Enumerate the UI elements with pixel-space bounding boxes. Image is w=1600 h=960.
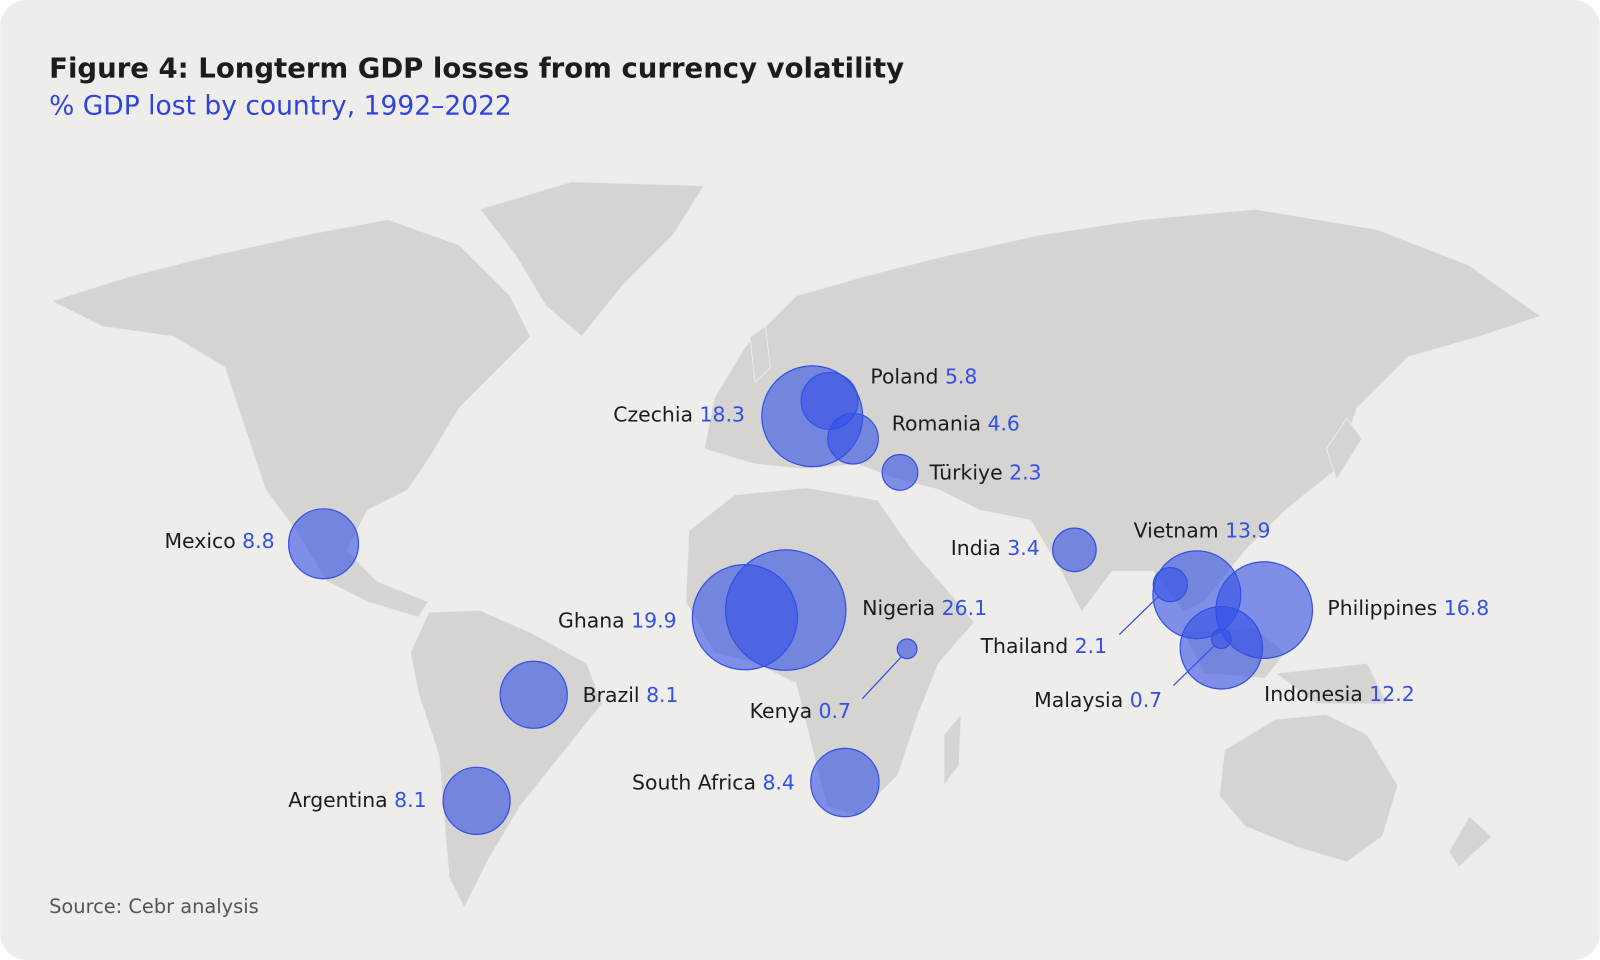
country-name: Kenya — [750, 699, 812, 723]
bubbles — [288, 365, 1314, 835]
country-value: 0.7 — [819, 699, 851, 723]
country-value: 8.4 — [762, 771, 794, 795]
country-label: Nigeria 26.1 — [862, 596, 987, 620]
country-value: 13.9 — [1225, 519, 1270, 543]
country-value: 18.3 — [700, 402, 745, 426]
uk — [749, 325, 771, 384]
country-label: Malaysia 0.7 — [1034, 688, 1162, 712]
country-label: Brazil 8.1 — [583, 683, 679, 707]
country-label: Romania 4.6 — [892, 412, 1020, 436]
country-name: Poland — [870, 365, 938, 389]
country-value: 19.9 — [631, 608, 676, 632]
bubble — [288, 508, 360, 580]
country-name: Philippines — [1327, 596, 1437, 620]
source: Source: Cebr analysis — [49, 895, 259, 918]
new-zealand — [1448, 815, 1493, 868]
labels: Czechia 18.3 Poland 5.8 Romania 4.6 Türkiye… — [164, 365, 1489, 812]
country-value: 2.1 — [1075, 634, 1107, 658]
country-label: Vietnam 13.9 — [1134, 519, 1271, 543]
country-label: Argentina 8.1 — [288, 788, 426, 812]
country-name: Czechia — [613, 402, 693, 426]
country-name: Thailand — [980, 634, 1069, 658]
country-label: India 3.4 — [951, 536, 1040, 560]
leader-line — [861, 655, 903, 700]
country-label: Ghana 19.9 — [558, 608, 677, 632]
bubble — [1052, 527, 1097, 573]
leader-line — [1172, 645, 1215, 687]
country-name: India — [951, 536, 1001, 560]
country-label: Türkiye 2.3 — [929, 460, 1042, 484]
bubble — [442, 766, 511, 835]
bubble — [1210, 628, 1232, 650]
country-name: Brazil — [583, 683, 640, 707]
country-value: 4.6 — [987, 412, 1019, 436]
country-label: Czechia 18.3 — [613, 402, 745, 426]
country-value: 3.4 — [1007, 536, 1039, 560]
country-value: 12.2 — [1369, 682, 1414, 706]
bubble — [724, 549, 847, 671]
country-name: Nigeria — [862, 596, 935, 620]
country-name: Malaysia — [1034, 688, 1123, 712]
country-label: Philippines 16.8 — [1327, 596, 1489, 620]
north-america — [49, 218, 532, 618]
country-label: Thailand 2.1 — [980, 634, 1108, 658]
country-label: South Africa 8.4 — [632, 771, 795, 795]
country-name: Indonesia — [1264, 682, 1363, 706]
bubble — [810, 747, 880, 818]
country-label: Mexico 8.8 — [164, 529, 274, 553]
country-value: 0.7 — [1130, 688, 1162, 712]
world-map — [49, 181, 1542, 910]
country-label: Indonesia 12.2 — [1264, 682, 1415, 706]
country-value: 5.8 — [945, 365, 977, 389]
eurasia — [703, 208, 1542, 614]
country-value: 8.1 — [394, 788, 426, 812]
country-label: Poland 5.8 — [870, 365, 977, 389]
subtitle: % GDP lost by country, 1992–2022 — [49, 90, 512, 121]
bubble — [881, 453, 919, 491]
bubble — [1152, 566, 1189, 603]
japan — [1325, 417, 1363, 481]
country-name: Ghana — [558, 608, 625, 632]
country-value: 8.8 — [242, 529, 274, 553]
australia — [1218, 713, 1399, 863]
leader-line — [1118, 595, 1160, 635]
country-name: South Africa — [632, 771, 756, 795]
greenland — [478, 181, 706, 338]
bubble — [896, 638, 918, 660]
madagascar — [943, 712, 962, 788]
country-name: Vietnam — [1134, 519, 1219, 543]
country-name: Argentina — [288, 788, 387, 812]
country-value: 2.3 — [1009, 460, 1041, 484]
bubble — [827, 412, 879, 465]
country-name: Mexico — [164, 529, 235, 553]
country-value: 8.1 — [646, 683, 678, 707]
country-name: Romania — [892, 412, 981, 436]
title: Figure 4: Longterm GDP losses from curre… — [49, 53, 904, 85]
country-name: Türkiye — [929, 460, 1003, 484]
country-value: 16.8 — [1444, 596, 1489, 620]
bubble — [499, 660, 568, 729]
country-value: 26.1 — [942, 596, 987, 620]
country-label: Kenya 0.7 — [750, 699, 851, 723]
